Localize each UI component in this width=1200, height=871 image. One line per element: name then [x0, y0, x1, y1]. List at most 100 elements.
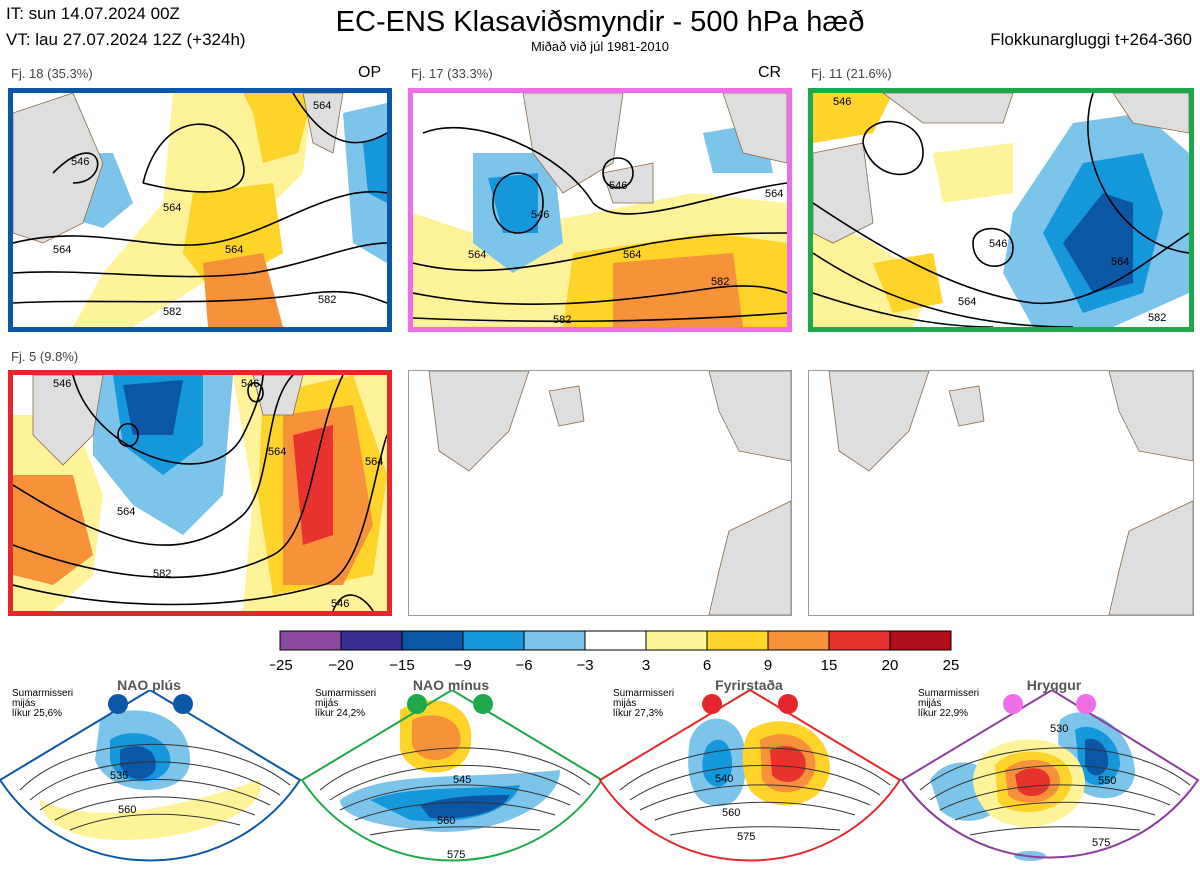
- anomaly-fill: [13, 375, 387, 611]
- contour-label: 582: [711, 276, 729, 288]
- cluster-4-map: 546 546 564 564 564 582 546: [8, 370, 392, 616]
- contour-label: 575: [1092, 837, 1110, 849]
- contour-label: 582: [1148, 312, 1166, 324]
- colorbar-tick-label: 25: [943, 657, 960, 674]
- colorbar-cells: [279, 630, 952, 651]
- regime-3-season: Sumarmisseri: [613, 688, 675, 699]
- colorbar-tick-label: −6: [515, 657, 532, 674]
- colorbar-cell: [645, 630, 708, 651]
- contour-label: 564: [1111, 256, 1129, 268]
- anomaly-fill: [33, 93, 387, 327]
- regime-2-season: Sumarmisseri: [315, 688, 377, 699]
- regime-1-period: mijás: [12, 698, 36, 709]
- colorbar-cell: [828, 630, 891, 651]
- regime-3-fan: 540 560 575: [598, 690, 902, 862]
- anomaly-fill: [413, 93, 787, 327]
- contour-labels: 546 564 564 564 564 582 582: [53, 100, 336, 318]
- contour-labels: 546 546 564 564 564 582 546: [53, 378, 383, 610]
- contour-label: 564: [623, 249, 641, 261]
- contour-label: 564: [365, 456, 383, 468]
- colorbar-cell: [462, 630, 525, 651]
- colorbar-tick-label: 3: [642, 657, 650, 674]
- page-subtitle: Miðað við júl 1981-2010: [530, 39, 670, 54]
- contour-label: 546: [531, 209, 549, 221]
- regime-1-name: NAO plús: [117, 677, 181, 693]
- regime-2-likelihood: líkur 24,2%: [315, 708, 366, 719]
- regime-3-likelihood: líkur 27,3%: [613, 708, 664, 719]
- regime-4-season: Sumarmisseri: [918, 688, 980, 699]
- colorbar-tick-label: −25: [270, 657, 293, 674]
- contour-label: 546: [609, 180, 627, 192]
- cluster-2-map: 546 546 564 564 564 582 582: [408, 88, 792, 332]
- land-mask: [428, 371, 791, 615]
- cluster-1-label: Fj. 18 (35.3%): [11, 66, 93, 81]
- land-mask: [813, 93, 1189, 244]
- cluster-4-label: Fj. 5 (9.8%): [11, 349, 79, 364]
- colorbar-tick-label: −15: [389, 657, 414, 674]
- initial-time: IT: sun 14.07.2024 00Z: [6, 4, 180, 23]
- contour-label: 564: [53, 244, 71, 256]
- contour-lines: [13, 375, 387, 611]
- colorbar-ticks: −25 −20 −15 −9 −6 −3 3 6 9 15 20 25: [270, 657, 959, 674]
- regime-1-likelihood: líkur 25,6%: [12, 708, 63, 719]
- colorbar-tick-label: 6: [703, 657, 711, 674]
- contour-lines: [413, 127, 787, 323]
- contour-label: 546: [241, 378, 259, 390]
- colorbar-cell: [584, 630, 647, 651]
- cluster-1-map: 546 564 564 564 564 582 582: [8, 88, 392, 332]
- contour-label: 564: [313, 100, 331, 112]
- cluster-2-label: Fj. 17 (33.3%): [411, 66, 493, 81]
- regime-2-name: NAO mínus: [412, 677, 490, 693]
- contour-lines: [813, 93, 1189, 327]
- colorbar-tick-label: 9: [764, 657, 772, 674]
- colorbar-cell: [767, 630, 830, 651]
- colorbar-tick-label: −9: [454, 657, 471, 674]
- regime-3-name: Fyrirstaða: [715, 677, 783, 693]
- land-mask: [522, 93, 787, 204]
- contour-label: 564: [268, 446, 286, 458]
- regime-4-likelihood: líkur 22,9%: [918, 708, 969, 719]
- contour-label: 564: [765, 188, 783, 200]
- page-title: EC-ENS Klasaviðsmyndir - 500 hPa hæð: [335, 6, 865, 38]
- regime-1-fan: 535 560: [0, 690, 302, 862]
- contour-label: 564: [117, 506, 135, 518]
- colorbar-tick-label: −20: [328, 657, 353, 674]
- colorbar-cell: [401, 630, 464, 651]
- contour-label: 564: [468, 249, 486, 261]
- cluster-3-label: Fj. 11 (21.6%): [811, 66, 892, 81]
- regime-2-fan: 545 560 575: [300, 690, 604, 862]
- contour-label: 546: [989, 238, 1007, 250]
- contour-label: 564: [225, 244, 243, 256]
- regime-fans: 535 560 545 560 575 54: [0, 690, 1200, 862]
- contour-label: 582: [153, 568, 171, 580]
- contour-label: 546: [331, 598, 349, 610]
- land-mask: [32, 375, 304, 466]
- contour-label: 564: [163, 202, 181, 214]
- regime-4-fan: 530 550 575: [900, 690, 1200, 861]
- empty-map-panel: [408, 370, 792, 616]
- contour-lines: [13, 93, 387, 304]
- contour-label: 560: [437, 815, 455, 827]
- valid-time: VT: lau 27.07.2024 12Z (+324h): [6, 30, 246, 49]
- colorbar-tick-label: 15: [821, 657, 838, 674]
- regime-3-period: mijás: [613, 698, 637, 709]
- cluster-3-map: 546 546 564 564 582: [808, 88, 1194, 332]
- regime-1-season: Sumarmisseri: [12, 688, 74, 699]
- contour-label: 540: [715, 773, 733, 785]
- colorbar-tick-label: 20: [882, 657, 899, 674]
- colorbar-cell: [340, 630, 403, 651]
- contour-label: 535: [110, 770, 128, 782]
- contour-labels: 546 546 564 564 582: [833, 96, 1166, 324]
- colorbar-cell: [279, 630, 342, 651]
- cluster-2-tag: CR: [758, 64, 782, 81]
- contour-label: 545: [453, 774, 471, 786]
- colorbar: −25 −20 −15 −9 −6 −3 3 6 9 15 20 25: [270, 630, 959, 674]
- contour-label: 546: [53, 378, 71, 390]
- contour-label: 582: [318, 294, 336, 306]
- colorbar-cell: [706, 630, 769, 651]
- contour-label: 575: [447, 849, 465, 861]
- contour-labels: 546 546 564 564 564 582 582: [468, 180, 783, 326]
- contour-label: 550: [1098, 775, 1116, 787]
- contour-label: 546: [833, 96, 851, 108]
- contour-label: 582: [553, 314, 571, 326]
